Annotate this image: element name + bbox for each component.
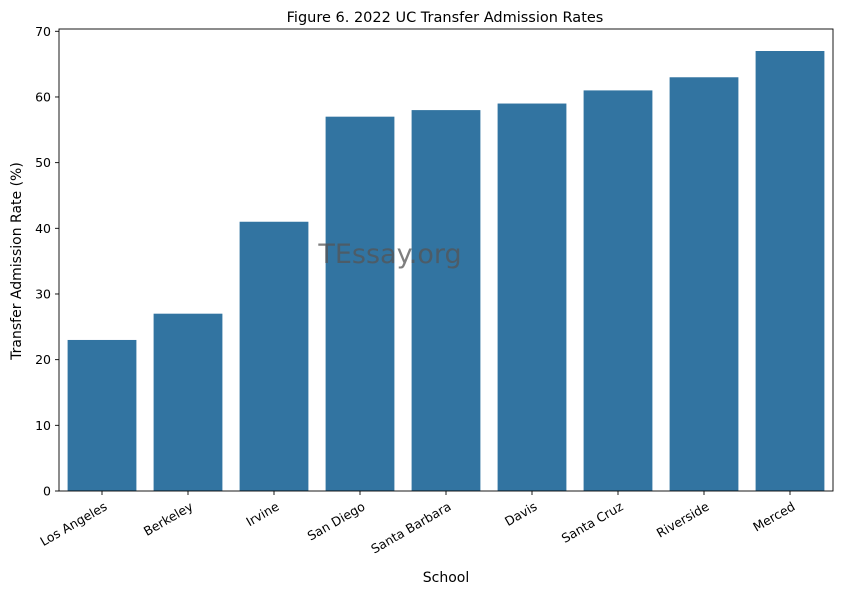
- x-tick-label: Los Angeles: [37, 499, 109, 549]
- y-axis-ticks: 0 10 20 30 40 50 60 70: [35, 24, 59, 499]
- x-axis-label: School: [423, 570, 469, 586]
- bar: [583, 90, 653, 491]
- x-tick-label: Irvine: [243, 498, 281, 529]
- x-tick-label: Riverside: [654, 498, 712, 540]
- y-tick-label: 70: [35, 24, 51, 39]
- x-tick-label: Santa Cruz: [559, 498, 626, 545]
- bar: [669, 77, 739, 492]
- x-tick-label: San Diego: [305, 499, 368, 544]
- bar: [411, 110, 481, 491]
- watermark: TEssay.org: [317, 239, 461, 270]
- bar: [755, 51, 825, 491]
- bar: [239, 221, 309, 491]
- x-tick-label: Santa Barbara: [368, 499, 453, 557]
- y-tick-label: 0: [43, 484, 51, 499]
- y-tick-label: 50: [35, 155, 51, 170]
- bar: [67, 339, 137, 491]
- y-tick-label: 30: [35, 286, 51, 301]
- x-tick-label: Berkeley: [141, 498, 196, 539]
- plot-frame: [58, 28, 834, 492]
- chart-title: Figure 6. 2022 UC Transfer Admission Rat…: [287, 10, 604, 26]
- bar: [325, 116, 395, 492]
- y-tick-label: 10: [35, 418, 51, 433]
- bar: [497, 103, 567, 491]
- y-axis-label: Transfer Admission Rate (%): [9, 162, 25, 361]
- y-tick-label: 60: [35, 89, 51, 104]
- x-tick-label: Davis: [502, 499, 540, 529]
- y-tick-label: 40: [35, 221, 51, 236]
- x-tick-label: Merced: [750, 499, 797, 535]
- x-axis-ticks: Los Angeles Berkeley Irvine San Diego Santa …: [37, 491, 798, 557]
- bars-group: [67, 51, 825, 492]
- y-tick-label: 20: [35, 352, 51, 367]
- bar: [153, 313, 223, 491]
